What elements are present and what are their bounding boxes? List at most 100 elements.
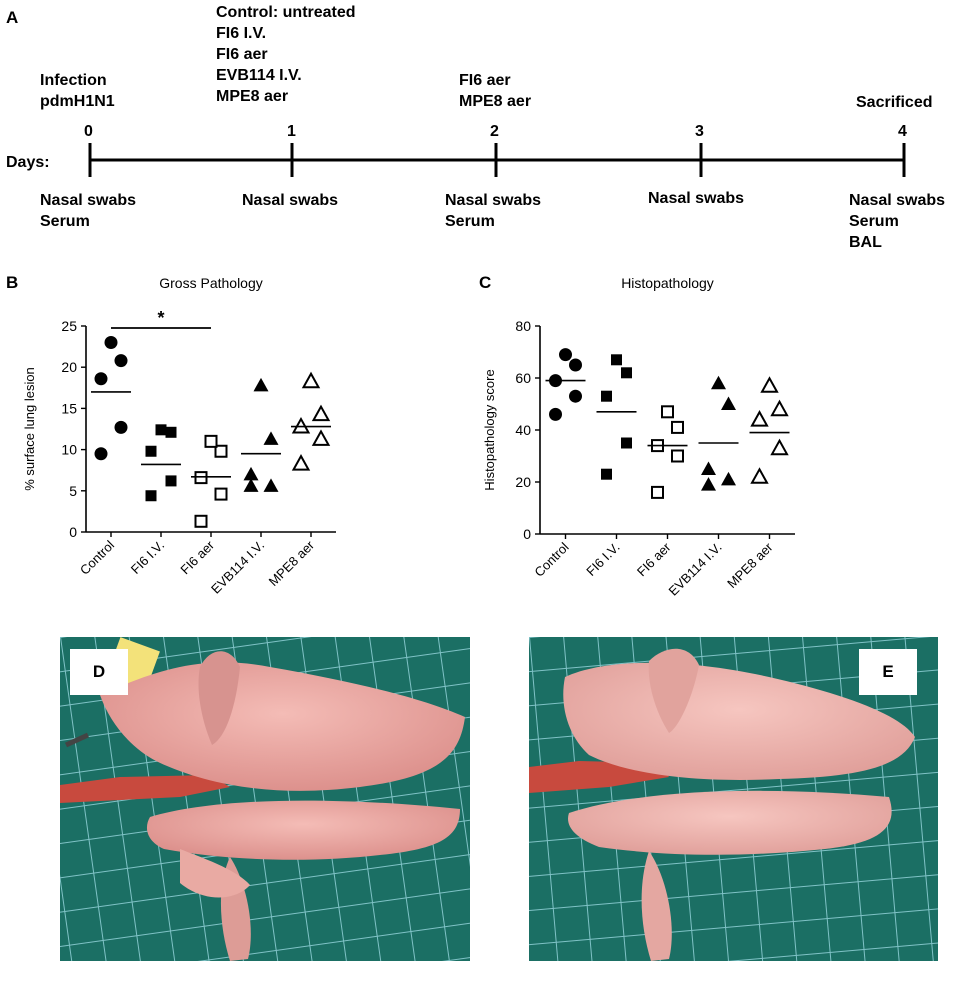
gross-y-tick-label: 0 [69,524,77,540]
histo-y-tick-label: 0 [523,526,531,542]
timeline-axis [88,143,906,177]
gross-x-tick-label: MPE8 aer [266,537,318,589]
histo-data-point [559,348,572,362]
histo-title: Histopathology [621,275,714,291]
day2-below-line: Nasal swabs [445,192,542,209]
panel-letter-b: B [6,273,19,292]
gross-data-point [194,514,208,528]
lung-photo-d-image [60,637,470,961]
gross-data-point [311,404,331,422]
day3-below-line: Nasal swabs [648,190,745,207]
gross-data-point [263,431,279,445]
histo-y-tick-label: 80 [515,318,531,334]
histo-data-point [750,410,769,427]
gross-title: Gross Pathology [159,275,263,291]
histo-y-tick-label: 60 [515,370,531,386]
gross-data-point [243,466,259,481]
histo-data-point [611,354,622,366]
gross-data-point [155,424,167,436]
histo-x-tick-label: FI6 I.V. [583,540,622,579]
gross-ylabel: % surface lung lesion [22,367,37,491]
day4-below-line: BAL [849,234,882,251]
day1-above: Control: untreated FI6 I.V. FI6 aer EVB1… [216,2,356,107]
histo-x-tick-label: Control [531,539,571,579]
histo-y-tick-label: 40 [515,422,531,438]
day4-above: Sacrificed [856,92,932,113]
gross-data-point [94,372,108,386]
histo-data-point [750,467,769,484]
gross-data-point [243,478,259,492]
gross-y-tick-label: 20 [61,359,77,375]
gross-pathology-chart: Gross Pathology % surface lung lesion 0 5 10… [22,275,336,597]
gross-data-point [301,371,321,389]
day4-above-line: Sacrificed [856,94,933,111]
day4-below-line: Serum [849,213,899,230]
day0-above-line: Infection [40,72,107,89]
gross-data-point [214,487,228,501]
day2-above: FI6 aer MPE8 aer [459,70,531,112]
gross-y-tick-label: 10 [61,442,77,458]
day-number-0: 0 [84,123,93,140]
day0-below-line: Nasal swabs [40,192,137,209]
gross-data-point [204,434,218,448]
gross-data-point [145,490,157,502]
histo-data-point [760,376,779,393]
histopathology-chart: Histopathology Histopathology score 0 20 40 6… [482,275,795,599]
gross-x-tick-label: FI6 aer [177,537,217,577]
gross-data-point [165,426,177,438]
gross-y-tick-label: 5 [69,483,77,499]
histo-data-point [721,471,736,486]
day-number-3: 3 [695,123,704,140]
day2-below: Nasal swabs Serum [445,190,541,232]
histo-data-point [621,437,632,449]
lung-photo-e: E [529,637,938,961]
histo-data-point [721,396,736,410]
day2-above-line: MPE8 aer [459,93,532,110]
histo-data-point [601,468,612,480]
gross-x-tick-label: EVB114 I.V. [208,538,267,597]
gross-data-point [94,447,108,461]
days-label: Days: [6,154,50,171]
gross-data-point [104,335,118,349]
gross-data-point [165,475,177,487]
day-number-2: 2 [490,123,499,140]
gross-y-tick-label: 25 [61,318,77,334]
day1-above-line: FI6 I.V. [216,25,267,42]
day0-below-line: Serum [40,213,90,230]
histo-data-point [671,449,684,463]
day-number-4: 4 [898,123,907,140]
day0-above-line: pdmH1N1 [40,93,115,110]
gross-data-point [253,377,269,392]
histo-data-point [549,407,562,421]
gross-data-point [114,354,128,368]
histo-x-tick-label: MPE8 aer [724,539,776,591]
panel-letter-c: C [479,273,492,292]
day4-below-line: Nasal swabs [849,192,946,209]
gross-data-point [311,429,331,446]
histo-data-point [569,358,582,372]
histo-data-point [701,477,716,491]
gross-data-point [145,445,157,457]
lung-photo-d: D [60,637,470,961]
histo-data-point [701,461,716,475]
day3-below: Nasal swabs [648,188,744,209]
day4-below: Nasal swabs Serum BAL [849,190,945,253]
day1-above-line: EVB114 I.V. [216,67,302,84]
gross-data-point [263,478,279,492]
day1-above-line: FI6 aer [216,46,268,63]
gross-x-tick-label: Control [77,537,117,577]
histo-x-tick-label: FI6 aer [634,539,674,579]
histo-data-point [671,420,684,434]
day2-below-line: Serum [445,213,495,230]
gross-data-point [214,444,228,458]
panel-letter-e: E [859,649,917,695]
day0-below: Nasal swabs Serum [40,190,136,232]
gross-data-point [114,420,128,434]
histo-data-point [770,399,789,417]
gross-data-point [194,471,208,485]
histo-data-point [601,390,612,402]
histo-data-point [711,375,726,390]
day1-below: Nasal swabs [242,190,338,211]
panel-letter-d: D [70,649,128,695]
histo-data-point [569,389,582,403]
